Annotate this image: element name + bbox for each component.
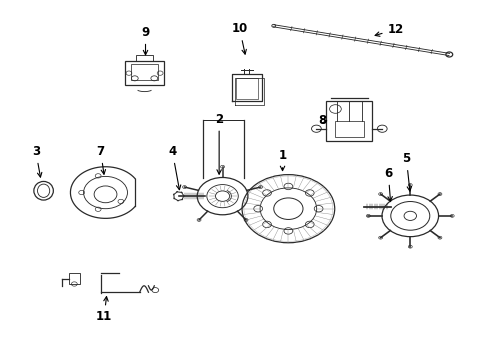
Text: 5: 5 bbox=[402, 152, 411, 191]
Text: 12: 12 bbox=[374, 23, 403, 36]
Text: 9: 9 bbox=[141, 26, 149, 55]
Bar bbox=[334, 121, 363, 137]
Bar bbox=[131, 64, 158, 81]
Text: 3: 3 bbox=[32, 145, 42, 177]
Text: 1: 1 bbox=[278, 149, 286, 171]
Text: 8: 8 bbox=[318, 114, 326, 127]
Circle shape bbox=[94, 186, 117, 203]
Text: 7: 7 bbox=[97, 145, 105, 174]
Bar bbox=[236, 78, 257, 99]
Circle shape bbox=[215, 191, 229, 201]
Circle shape bbox=[273, 198, 303, 220]
Circle shape bbox=[403, 211, 416, 220]
Bar bbox=[125, 62, 163, 85]
Bar bbox=[69, 273, 80, 284]
Bar bbox=[136, 55, 153, 62]
Text: 2: 2 bbox=[215, 113, 223, 174]
Text: 10: 10 bbox=[231, 22, 247, 54]
Text: 4: 4 bbox=[168, 145, 181, 190]
Text: 11: 11 bbox=[96, 297, 112, 324]
Bar bbox=[325, 101, 372, 140]
Text: 6: 6 bbox=[384, 167, 392, 201]
